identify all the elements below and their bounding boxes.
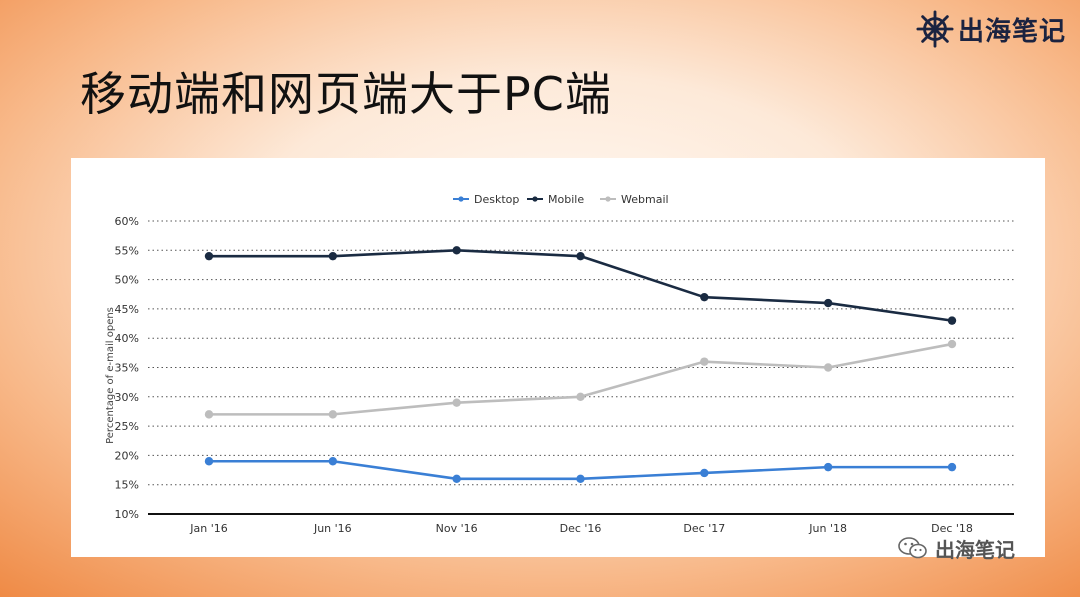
data-point	[204, 457, 214, 466]
legend-label: Webmail	[621, 193, 669, 206]
x-tick-label: Jun '18	[808, 522, 847, 535]
ship-wheel-icon	[916, 10, 954, 48]
data-point	[823, 298, 833, 308]
line-chart: 10% 15% 20% 25% 30% 35% 40% 45% 50% 55% 60% Jan '16…	[105, 193, 1014, 535]
y-axis-label: Percentage of e-mail opens	[105, 307, 116, 444]
x-tick-label: Dec '16	[560, 522, 602, 535]
data-point	[328, 251, 338, 261]
data-point	[700, 292, 709, 302]
data-point	[823, 462, 833, 472]
data-point	[452, 474, 461, 484]
data-point	[947, 339, 957, 349]
data-point	[204, 410, 214, 419]
brand-logo: 出海笔记	[916, 8, 1066, 50]
legend-label: Mobile	[548, 193, 584, 206]
y-tick-label: 40%	[115, 332, 139, 345]
data-point	[700, 357, 709, 366]
data-point	[452, 246, 461, 255]
legend-swatch-dot	[605, 196, 611, 202]
y-tick-label: 10%	[115, 508, 139, 521]
y-tick-label: 50%	[115, 274, 139, 287]
data-point	[576, 392, 585, 401]
legend-swatch-dot	[532, 196, 538, 202]
y-tick-label: 15%	[115, 479, 139, 492]
y-tick-label: 20%	[115, 449, 139, 462]
data-point	[700, 468, 709, 478]
y-tick-label: 30%	[115, 391, 139, 404]
y-tick-label: 55%	[115, 244, 139, 257]
x-tick-label: Nov '16	[436, 522, 478, 535]
chart-panel: 10% 15% 20% 25% 30% 35% 40% 45% 50% 55% 60% Jan '16…	[71, 158, 1045, 557]
watermark: 出海笔记	[897, 533, 1015, 563]
data-point	[576, 474, 585, 484]
watermark-text: 出海笔记	[935, 537, 1015, 562]
data-point	[576, 251, 585, 261]
data-point	[823, 363, 833, 372]
data-point	[947, 462, 957, 472]
logo-text: 出海笔记	[957, 16, 1066, 47]
legend-swatch-dot	[458, 196, 464, 202]
data-point	[947, 316, 957, 325]
x-tick-label: Jan '16	[189, 522, 227, 535]
y-tick-label: 25%	[115, 420, 139, 433]
x-tick-label: Dec '17	[683, 522, 725, 535]
legend-label: Desktop	[474, 193, 519, 206]
wechat-icon	[898, 537, 927, 559]
x-tick-label: Dec '18	[931, 522, 973, 535]
y-tick-label: 60%	[115, 215, 139, 228]
slide-title: 移动端和网页端大于PC端	[80, 67, 612, 121]
x-tick-label: Jun '16	[313, 522, 352, 535]
data-point	[204, 251, 214, 261]
data-point	[328, 410, 338, 419]
y-tick-label: 45%	[115, 303, 139, 316]
series-line	[209, 342, 953, 416]
y-tick-label: 35%	[115, 362, 139, 375]
series-line	[209, 249, 953, 322]
data-point	[328, 457, 338, 466]
data-point	[452, 398, 461, 407]
